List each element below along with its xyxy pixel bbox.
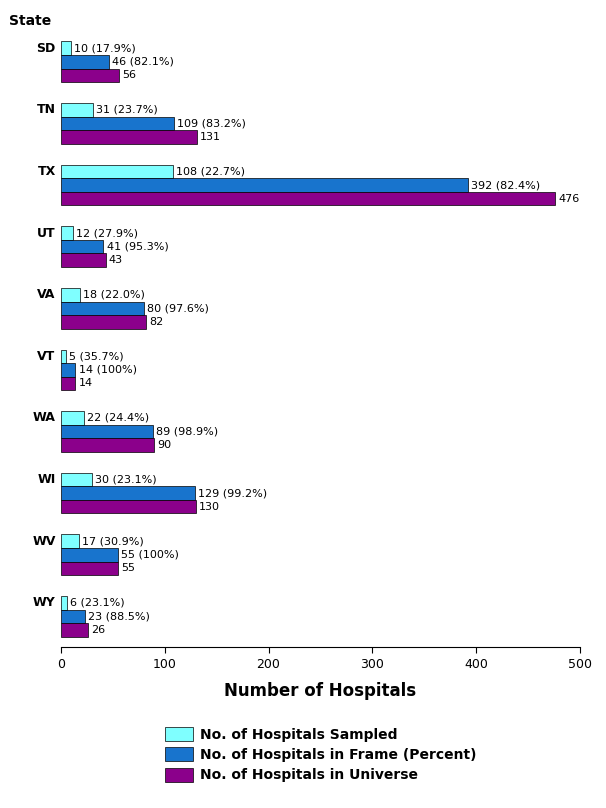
Text: 31 (23.7%): 31 (23.7%) <box>96 105 158 115</box>
Text: 476: 476 <box>558 194 579 204</box>
Bar <box>61 534 79 548</box>
Bar <box>61 609 85 623</box>
Text: 80 (97.6%): 80 (97.6%) <box>147 303 209 314</box>
Bar <box>61 55 108 69</box>
Text: 10 (17.9%): 10 (17.9%) <box>75 44 136 53</box>
Text: 6 (23.1%): 6 (23.1%) <box>70 598 125 608</box>
Bar <box>61 411 84 425</box>
Text: 17 (30.9%): 17 (30.9%) <box>82 537 144 546</box>
Text: 30 (23.1%): 30 (23.1%) <box>95 474 157 485</box>
Bar <box>61 130 197 144</box>
X-axis label: Number of Hospitals: Number of Hospitals <box>224 682 416 700</box>
Bar <box>61 548 118 562</box>
Text: 23 (88.5%): 23 (88.5%) <box>88 612 150 621</box>
Bar <box>61 179 468 191</box>
Bar <box>61 165 173 179</box>
Text: TN: TN <box>36 103 56 116</box>
Text: 14: 14 <box>79 378 93 389</box>
Bar <box>61 41 72 55</box>
Text: 22 (24.4%): 22 (24.4%) <box>87 413 149 423</box>
Bar <box>61 425 153 438</box>
Text: WI: WI <box>38 473 56 486</box>
Bar <box>61 116 174 130</box>
Text: 56: 56 <box>122 70 136 80</box>
Bar <box>61 500 196 514</box>
Bar <box>61 103 93 116</box>
Text: State: State <box>9 14 51 28</box>
Bar <box>61 301 144 315</box>
Bar <box>61 69 119 82</box>
Bar <box>61 363 75 377</box>
Bar <box>61 254 105 267</box>
Text: 82: 82 <box>149 317 164 327</box>
Bar <box>61 438 155 452</box>
Bar <box>61 473 92 486</box>
Text: 129 (99.2%): 129 (99.2%) <box>198 488 267 499</box>
Text: 130: 130 <box>199 502 220 511</box>
Bar <box>61 486 195 500</box>
Bar <box>61 315 146 329</box>
Text: 55 (100%): 55 (100%) <box>121 549 179 560</box>
Bar <box>61 191 555 205</box>
Text: 5 (35.7%): 5 (35.7%) <box>69 351 124 361</box>
Bar <box>61 377 75 390</box>
Text: WA: WA <box>33 411 56 424</box>
Bar <box>61 288 79 301</box>
Text: VA: VA <box>38 288 56 301</box>
Bar <box>61 562 118 575</box>
Text: 109 (83.2%): 109 (83.2%) <box>177 119 246 128</box>
Text: SD: SD <box>36 42 56 55</box>
Text: UT: UT <box>37 226 56 240</box>
Text: 392 (82.4%): 392 (82.4%) <box>471 180 540 190</box>
Text: 89 (98.9%): 89 (98.9%) <box>156 427 219 436</box>
Text: 108 (22.7%): 108 (22.7%) <box>176 166 245 176</box>
Text: 14 (100%): 14 (100%) <box>79 365 136 375</box>
Bar <box>61 596 67 609</box>
Text: 12 (27.9%): 12 (27.9%) <box>76 228 138 238</box>
Bar <box>61 350 66 363</box>
Text: VT: VT <box>38 350 56 363</box>
Text: 18 (22.0%): 18 (22.0%) <box>82 290 145 300</box>
Text: 131: 131 <box>200 132 221 142</box>
Bar <box>61 240 104 254</box>
Text: 90: 90 <box>158 440 171 450</box>
Text: 26: 26 <box>91 625 105 635</box>
Bar <box>61 623 88 637</box>
Text: 55: 55 <box>121 563 135 574</box>
Text: WV: WV <box>32 535 56 548</box>
Text: 43: 43 <box>108 255 123 265</box>
Text: WY: WY <box>33 596 56 609</box>
Bar <box>61 226 73 240</box>
Text: 41 (95.3%): 41 (95.3%) <box>107 242 168 251</box>
Legend: No. of Hospitals Sampled, No. of Hospitals in Frame (Percent), No. of Hospitals : No. of Hospitals Sampled, No. of Hospita… <box>154 716 487 793</box>
Text: 46 (82.1%): 46 (82.1%) <box>112 57 173 67</box>
Text: TX: TX <box>38 165 56 178</box>
